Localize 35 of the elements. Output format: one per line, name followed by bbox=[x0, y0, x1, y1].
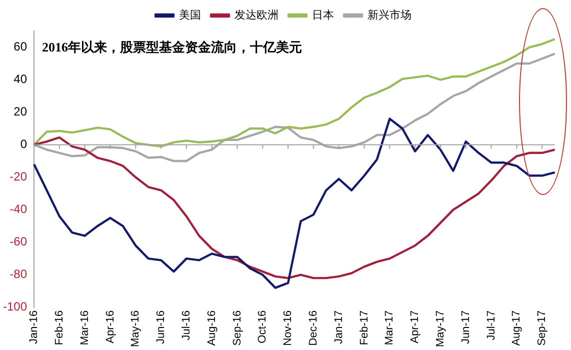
x-tick-label: Apr-17 bbox=[409, 310, 422, 344]
x-tick-label: Mar-17 bbox=[384, 310, 396, 346]
x-tick-label: Jun-17 bbox=[460, 310, 472, 344]
legend-label: 美国 bbox=[179, 8, 201, 22]
y-tick-label: -20 bbox=[10, 170, 28, 184]
x-tick-label: Sep-16 bbox=[231, 310, 244, 346]
x-tick-label: May-17 bbox=[434, 310, 447, 348]
x-tick-label: Jul-17 bbox=[485, 310, 498, 340]
text: 2016年以来，股票型基金资金流向，十亿美元 bbox=[42, 40, 302, 55]
legend-label: 日本 bbox=[312, 8, 334, 22]
x-tick-label: Jan-16 bbox=[28, 310, 40, 344]
y-tick-label: -40 bbox=[10, 202, 28, 216]
x-tick-label: May-16 bbox=[130, 310, 142, 348]
y-tick-label: -100 bbox=[2, 300, 28, 314]
x-tick-label: Mar-16 bbox=[78, 310, 91, 346]
x-tick-label: Feb-17 bbox=[358, 310, 370, 346]
legend-label: 发达欧洲 bbox=[234, 8, 278, 22]
x-tick-label: Jun-16 bbox=[155, 310, 168, 344]
y-tick-label: -80 bbox=[10, 267, 28, 282]
x-tick-label: Nov-16 bbox=[282, 310, 294, 346]
x-tick-label: Oct-16 bbox=[256, 310, 269, 344]
x-tick-label: Dec-16 bbox=[307, 310, 320, 346]
x-tick-label: Aug-16 bbox=[206, 310, 218, 346]
legend-label: 新兴市场 bbox=[368, 8, 412, 22]
y-tick-label: 40 bbox=[14, 72, 28, 86]
y-tick-label: 0 bbox=[20, 137, 28, 152]
y-tick-label: 20 bbox=[14, 104, 28, 119]
x-tick-label: Jan-17 bbox=[332, 310, 345, 344]
x-tick-label: Feb-16 bbox=[53, 310, 66, 346]
x-tick-label: Jul-16 bbox=[180, 310, 192, 340]
y-tick-label: -60 bbox=[10, 234, 28, 249]
x-tick-label: Aug-17 bbox=[510, 310, 523, 346]
x-tick-label: Sep-17 bbox=[536, 310, 548, 346]
y-tick-label: 60 bbox=[14, 40, 28, 54]
x-tick-label: Apr-16 bbox=[104, 310, 116, 344]
